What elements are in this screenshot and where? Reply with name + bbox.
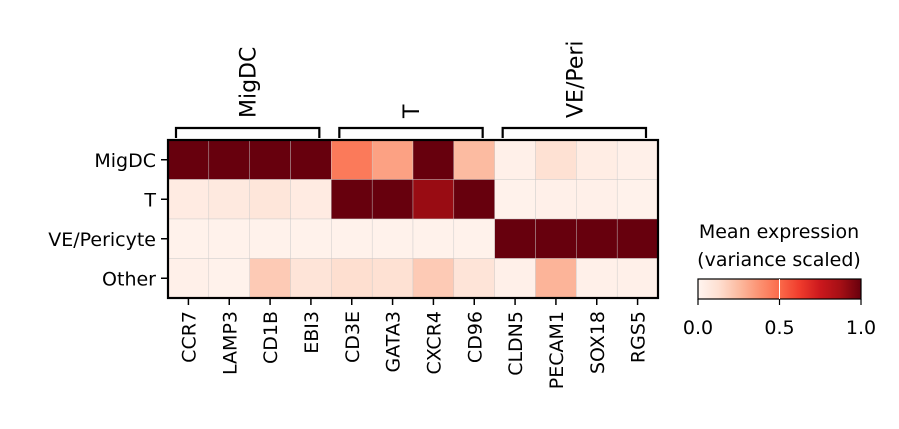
row-label: MigDC	[94, 150, 156, 172]
heatmap-cell	[616, 258, 659, 299]
heatmap-cell	[412, 218, 455, 259]
heatmap-cell	[616, 218, 659, 259]
heatmap-cell	[576, 218, 618, 259]
heatmap-cell	[290, 258, 332, 299]
group-label: VE/Peri	[563, 40, 588, 118]
heatmap-cell	[290, 218, 332, 259]
row-label: T	[143, 189, 156, 211]
colorbar-tick-label: 0.5	[764, 317, 794, 339]
heatmap-cell	[249, 218, 291, 259]
heatmap-cell	[576, 139, 618, 180]
heatmap-cell	[249, 179, 291, 220]
heatmap-cell	[576, 258, 618, 299]
colorbar-title-line2: (variance scaled)	[697, 249, 861, 271]
group-label: MigDC	[237, 47, 262, 118]
column-label: EBI3	[301, 311, 323, 354]
heatmap-cell	[331, 218, 373, 259]
heatmap-cell	[167, 179, 210, 220]
heatmap-cells	[167, 139, 659, 299]
heatmap-cell	[535, 218, 577, 259]
heatmap-cell	[331, 179, 373, 220]
column-label: CD3E	[342, 311, 364, 363]
heatmap-cell	[412, 139, 455, 180]
heatmap-cell	[535, 139, 577, 180]
group-brackets: MigDC T VE/Peri	[174, 40, 648, 138]
group-bracket	[501, 126, 648, 138]
colorbar-tick-label: 0.0	[683, 317, 713, 339]
column-label: CLDN5	[505, 311, 527, 376]
heatmap-cell	[412, 179, 455, 220]
heatmap-cell	[616, 179, 659, 220]
column-labels: CCR7 LAMP3 CD1B EBI3 CD3E GATA3 CXCR4 CD96 CLDN5…	[178, 298, 650, 389]
column-label: SOX18	[587, 311, 609, 374]
column-label: RGS5	[628, 311, 650, 363]
heatmap-cell	[290, 139, 332, 180]
colorbar: Mean expression (variance scaled) 0.0 0.5…	[683, 221, 876, 339]
heatmap-cell	[371, 139, 414, 180]
column-label: PECAM1	[546, 311, 568, 389]
heatmap-cell	[371, 218, 414, 259]
heatmap-cell	[208, 179, 250, 220]
column-label: GATA3	[383, 311, 405, 372]
heatmap-cell	[616, 139, 659, 180]
heatmap-cell	[453, 218, 495, 259]
heatmap-cell	[371, 179, 414, 220]
heatmap-cell	[208, 139, 250, 180]
column-label: CCR7	[178, 311, 200, 363]
column-label: CD96	[464, 311, 486, 363]
heatmap-cell	[576, 179, 618, 220]
row-labels: MigDC T VE/Pericyte Other	[48, 150, 168, 290]
column-label: LAMP3	[219, 311, 241, 375]
column-label: CD1B	[260, 311, 282, 364]
group-label: T	[400, 104, 425, 119]
heatmap-cell	[453, 258, 495, 299]
heatmap-cell	[331, 258, 373, 299]
heatmap-frame	[166, 138, 660, 300]
colorbar-ticks: 0.0 0.5 1.0	[683, 279, 876, 339]
heatmap-cell	[453, 139, 495, 180]
group-bracket	[338, 126, 484, 138]
row-label: VE/Pericyte	[48, 229, 156, 251]
heatmap-cell	[331, 139, 373, 180]
heatmap-cell	[371, 258, 414, 299]
heatmap-cell	[535, 179, 577, 220]
heatmap-cell	[453, 179, 495, 220]
heatmap-cell	[208, 258, 250, 299]
row-label: Other	[102, 268, 156, 290]
heatmap-cell	[494, 179, 536, 220]
heatmap-cell	[249, 139, 291, 180]
heatmap-cell	[290, 179, 332, 220]
heatmap-cell	[249, 258, 291, 299]
heatmap-cell	[167, 218, 210, 259]
heatmap-cell	[494, 139, 536, 180]
group-bracket	[174, 126, 321, 138]
heatmap-cell	[167, 258, 210, 299]
heatmap-cell	[494, 218, 536, 259]
heatmap-cell	[412, 258, 455, 299]
colorbar-tick-label: 1.0	[846, 317, 876, 339]
heatmap-cell	[535, 258, 577, 299]
heatmap-cell	[494, 258, 536, 299]
heatmap-cell	[208, 218, 250, 259]
colorbar-title-line1: Mean expression	[699, 221, 859, 243]
heatmap-cell	[167, 139, 210, 180]
column-label: CXCR4	[423, 311, 445, 374]
